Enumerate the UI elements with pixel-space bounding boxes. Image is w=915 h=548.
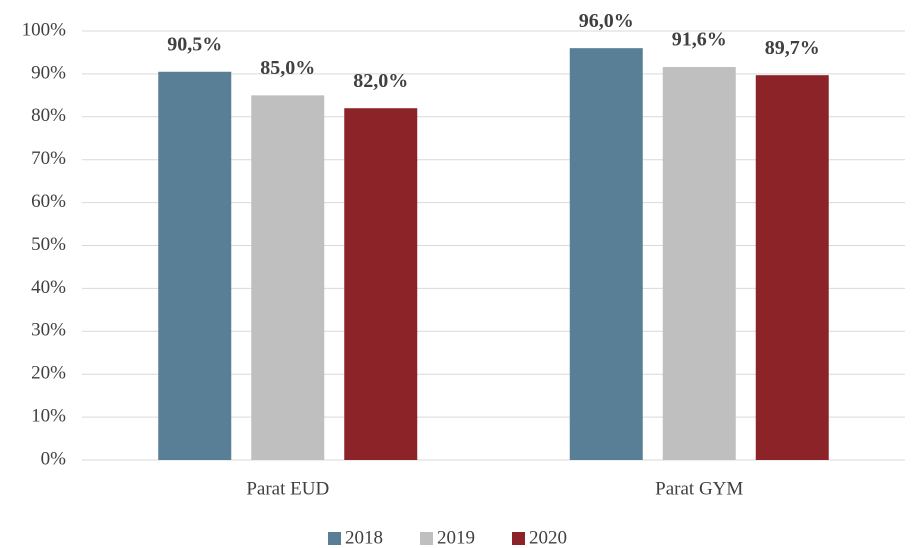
legend-label: 2020 [529,527,567,548]
legend-label: 2018 [345,527,383,548]
bar [755,75,829,460]
value-label: 91,6% [672,29,727,51]
bar [251,95,325,460]
bar [569,48,643,460]
legend-label: 2019 [437,527,475,548]
value-label: 90,5% [167,33,222,55]
value-label: 85,0% [260,57,315,79]
bar [344,108,418,460]
value-label: 82,0% [353,70,408,92]
y-tick-label: 0% [41,448,67,469]
legend-swatch [420,532,433,545]
y-tick-label: 30% [31,320,66,341]
y-tick-label: 100% [22,19,67,40]
x-tick-label: Parat GYM [655,478,743,499]
bar [662,67,736,460]
value-label: 96,0% [579,10,634,32]
y-tick-label: 60% [31,191,66,212]
value-label: 89,7% [765,37,820,59]
y-tick-label: 40% [31,277,66,298]
x-tick-label: Parat EUD [246,478,329,499]
y-tick-label: 80% [31,105,66,126]
bar [158,71,232,460]
legend-swatch [328,532,341,545]
y-tick-label: 20% [31,363,66,384]
y-tick-label: 50% [31,234,66,255]
legend-swatch [512,532,525,545]
y-tick-label: 70% [31,148,66,169]
y-tick-label: 10% [31,405,66,426]
y-tick-label: 90% [31,62,66,83]
